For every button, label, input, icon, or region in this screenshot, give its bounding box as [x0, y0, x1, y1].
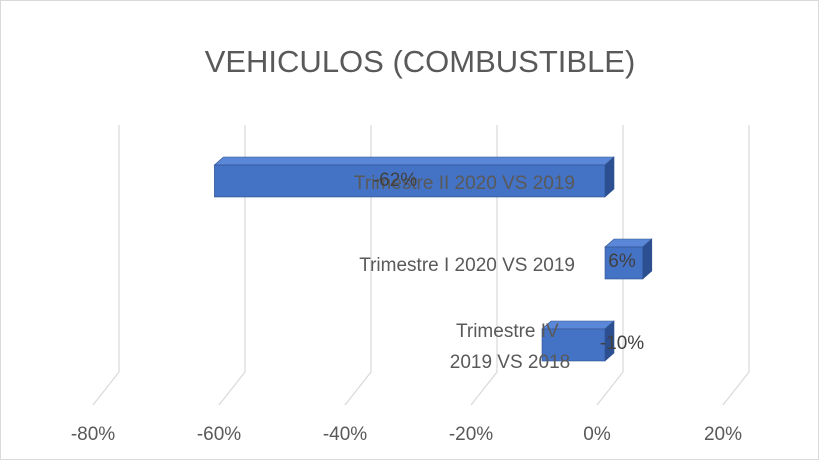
- grid-line: [470, 125, 498, 406]
- x-tick-label: -80%: [71, 424, 115, 445]
- bar: [604, 246, 644, 280]
- y-tick-label: Trimestre II 2020 VS 2019: [354, 173, 575, 194]
- x-tick-label: -20%: [449, 424, 493, 445]
- x-tick-label: -60%: [197, 424, 241, 445]
- chart-title: VEHICULOS (COMBUSTIBLE): [205, 44, 636, 79]
- grid-line: [218, 125, 246, 406]
- grid-line: [596, 125, 624, 406]
- data-label: -62%: [373, 170, 417, 191]
- data-label: -10%: [600, 333, 644, 354]
- x-tick-label: 0%: [583, 424, 611, 445]
- grid-line: [722, 125, 750, 406]
- bar-top: [213, 156, 615, 166]
- bar: [214, 164, 606, 198]
- grid-line: [92, 125, 120, 406]
- y-tick-label: Trimestre I 2020 VS 2019: [359, 255, 575, 276]
- y-tick-label: Trimestre IV 2019 VS 2018: [450, 321, 570, 373]
- data-label: 6%: [608, 251, 636, 272]
- x-tick-label: -40%: [323, 424, 367, 445]
- grid-line: [344, 125, 372, 406]
- x-tick-label: 20%: [704, 424, 742, 445]
- bar: [541, 328, 606, 362]
